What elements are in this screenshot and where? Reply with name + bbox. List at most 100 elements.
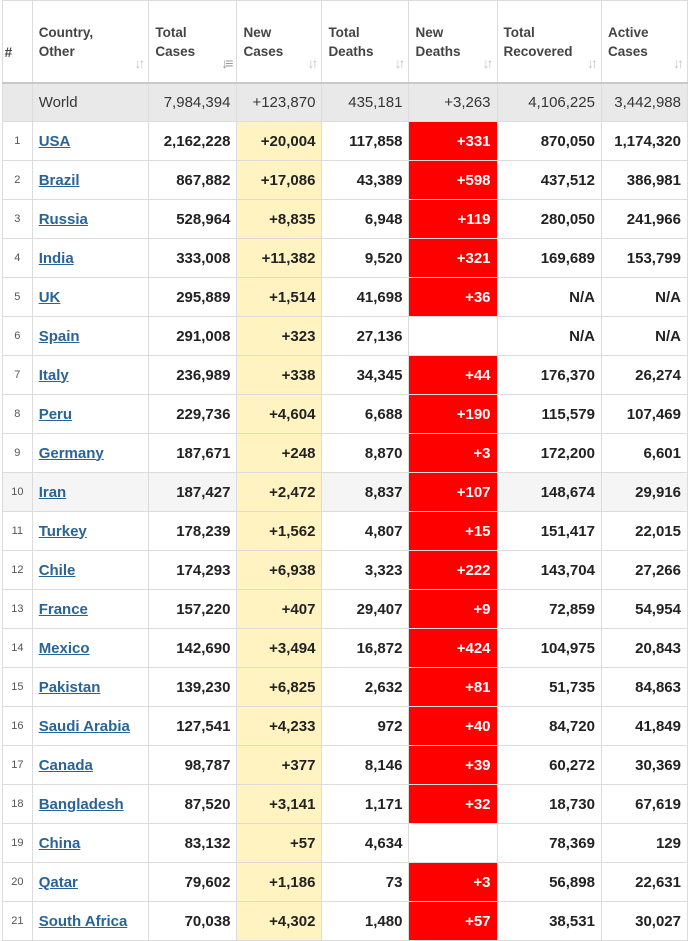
cell-total-cases: 174,293	[148, 550, 238, 590]
country-link[interactable]: Iran	[38, 483, 67, 501]
sort-descending-icon[interactable]: ↓≡	[221, 55, 233, 71]
row-number: 15	[2, 667, 33, 707]
table-row: 19 China 83,132 +57 4,634 78,369 129	[2, 823, 688, 863]
cell-new-cases: +1,562	[236, 511, 323, 551]
country-link[interactable]: Germany	[38, 444, 104, 462]
country-link[interactable]: India	[38, 249, 74, 267]
country-link[interactable]: Bangladesh	[38, 795, 124, 813]
cell-new-deaths: +107	[408, 472, 498, 512]
world-row: World 7,984,394 +123,870 435,181 +3,263 4,106…	[2, 82, 688, 122]
country-link[interactable]: UK	[38, 288, 61, 306]
column-header-new-cases[interactable]: New Cases ↓↑	[236, 0, 323, 84]
country-link[interactable]: China	[38, 834, 81, 852]
cell-total-recovered: 151,417	[496, 511, 602, 551]
cell-new-cases: +1,186	[236, 862, 323, 902]
country-link[interactable]: France	[38, 600, 88, 618]
column-header-num: #	[2, 0, 33, 84]
country-link[interactable]: Mexico	[38, 639, 90, 657]
country-cell: France	[31, 589, 150, 629]
cell-total-deaths: 8,146	[321, 745, 410, 785]
country-link[interactable]: Chile	[38, 561, 76, 579]
country-cell: Saudi Arabia	[31, 706, 150, 746]
sort-arrows-icon[interactable]: ↓↑	[586, 55, 598, 71]
table-row: 12 Chile 174,293 +6,938 3,323 +222 143,704 27,2…	[2, 550, 688, 590]
row-number: 19	[2, 823, 33, 863]
table-row: 20 Qatar 79,602 +1,186 73 +3 56,898 22,631	[2, 862, 688, 902]
table-row: 5 UK 295,889 +1,514 41,698 +36 N/A N/A	[2, 277, 688, 317]
country-name: World	[31, 82, 150, 122]
cell-total-cases: 79,602	[148, 862, 238, 902]
row-number: 14	[2, 628, 33, 668]
country-link[interactable]: Italy	[38, 366, 69, 384]
cell-new-deaths: +36	[408, 277, 498, 317]
sort-arrows-icon[interactable]: ↓↑	[307, 55, 318, 71]
country-link[interactable]: Brazil	[38, 171, 80, 189]
cell-active-cases: 54,954	[600, 589, 688, 629]
cell-total-cases: 142,690	[148, 628, 238, 668]
cell-new-cases: +407	[236, 589, 323, 629]
cell-total-cases: 157,220	[148, 589, 238, 629]
cell-new-deaths: +3	[408, 862, 498, 902]
cell-total-deaths: 6,948	[321, 199, 410, 239]
table-row: 13 France 157,220 +407 29,407 +9 72,859 54,954	[2, 589, 688, 629]
country-link[interactable]: Spain	[38, 327, 80, 345]
table-row: 4 India 333,008 +11,382 9,520 +321 169,689 153,…	[2, 238, 688, 278]
sort-arrows-icon[interactable]: ↓↑	[394, 55, 405, 71]
country-link[interactable]: Saudi Arabia	[38, 717, 130, 735]
cell-new-cases: +20,004	[236, 121, 323, 161]
cell-total-cases: 295,889	[148, 277, 238, 317]
cell-active-cases: 27,266	[600, 550, 688, 590]
cell-active-cases: 6,601	[600, 433, 688, 473]
sort-arrows-icon[interactable]: ↓↑	[134, 55, 145, 71]
row-number: 8	[2, 394, 33, 434]
country-cell: China	[31, 823, 150, 863]
column-header-new-deaths[interactable]: New Deaths ↓↑	[408, 0, 498, 84]
cell-new-deaths: +44	[408, 355, 498, 395]
cell-new-cases: +1,514	[236, 277, 323, 317]
column-header-total-cases[interactable]: Total Cases ↓≡	[148, 0, 238, 84]
column-header-active-cases[interactable]: Active Cases ↓↑	[600, 0, 688, 84]
cell-total-cases: 229,736	[148, 394, 238, 434]
cell-total-deaths: 41,698	[321, 277, 410, 317]
cell-total-deaths: 4,807	[321, 511, 410, 551]
column-header-label: Total Cases	[155, 24, 196, 59]
column-header-country[interactable]: Country, Other ↓↑	[31, 0, 150, 84]
country-link[interactable]: USA	[38, 132, 71, 150]
cell-active-cases: 41,849	[600, 706, 688, 746]
sort-arrows-icon[interactable]: ↓↑	[482, 55, 494, 71]
cell-new-deaths: +190	[408, 394, 498, 434]
cell-active-cases: 30,027	[600, 901, 688, 941]
country-link[interactable]: Peru	[38, 405, 73, 423]
table-row: 1 USA 2,162,228 +20,004 117,858 +331 870,050 1,…	[2, 121, 688, 161]
country-cell: Canada	[31, 745, 150, 785]
country-cell: Turkey	[31, 511, 150, 551]
country-cell: Peru	[31, 394, 150, 434]
country-link[interactable]: Qatar	[38, 873, 78, 891]
column-header-label: New Cases	[243, 24, 284, 59]
country-link[interactable]: Canada	[38, 756, 93, 774]
row-number: 20	[2, 862, 33, 902]
country-link[interactable]: Russia	[38, 210, 88, 228]
country-link[interactable]: South Africa	[38, 912, 128, 930]
column-header-total-recovered[interactable]: Total Recovered ↓↑	[496, 0, 602, 84]
cell-new-deaths: +40	[408, 706, 498, 746]
cell-total-recovered: 169,689	[496, 238, 602, 278]
cell-total-deaths: 16,872	[321, 628, 410, 668]
country-cell: India	[31, 238, 150, 278]
table-row: 21 South Africa 70,038 +4,302 1,480 +57 38,531…	[2, 901, 688, 941]
country-cell: Bangladesh	[31, 784, 150, 824]
country-link[interactable]: Pakistan	[38, 678, 101, 696]
column-header-total-deaths[interactable]: Total Deaths ↓↑	[321, 0, 410, 84]
cell-total-recovered: 172,200	[496, 433, 602, 473]
cell-total-recovered: 148,674	[496, 472, 602, 512]
cell-total-cases: 127,541	[148, 706, 238, 746]
cell-total-recovered: 280,050	[496, 199, 602, 239]
sort-arrows-icon[interactable]: ↓↑	[673, 55, 684, 71]
cell-total-deaths: 6,688	[321, 394, 410, 434]
cell-new-deaths: +32	[408, 784, 498, 824]
row-number: 2	[2, 160, 33, 200]
country-link[interactable]: Turkey	[38, 522, 87, 540]
cell-total-recovered: 18,730	[496, 784, 602, 824]
cell-total-cases: 187,671	[148, 433, 238, 473]
